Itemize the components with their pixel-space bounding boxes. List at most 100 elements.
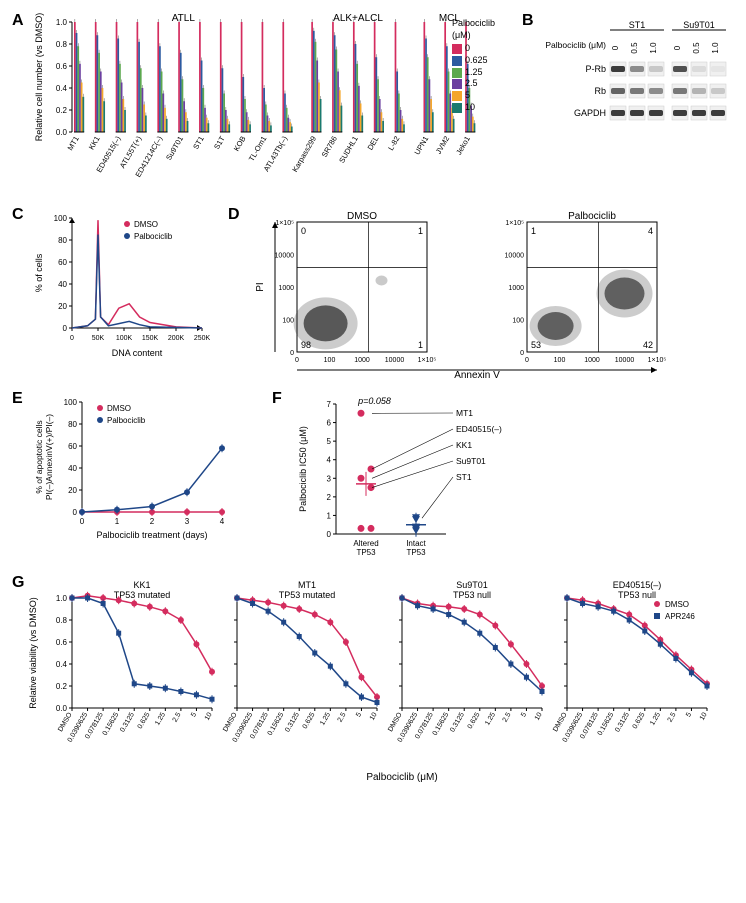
svg-text:2.5: 2.5 [667,711,678,723]
svg-text:MT1: MT1 [298,580,316,590]
svg-text:Palbociclib treatment (days): Palbociclib treatment (days) [96,530,207,540]
svg-text:S1T: S1T [212,134,227,151]
svg-text:1000: 1000 [354,357,370,364]
svg-text:KK1: KK1 [133,580,150,590]
svg-text:Relative viability (vs DMSO): Relative viability (vs DMSO) [28,597,38,709]
svg-text:% of cells: % of cells [34,253,44,292]
svg-text:80: 80 [58,236,67,245]
svg-text:98: 98 [301,340,311,350]
panel-g-chart: Relative viability (vs DMSO)Palbociclib … [24,576,734,801]
svg-text:2.5: 2.5 [172,711,183,723]
svg-text:0.4: 0.4 [56,84,68,93]
svg-text:Altered: Altered [353,539,378,548]
svg-text:4: 4 [220,517,225,526]
svg-text:PI: PI [255,282,266,291]
svg-text:Rb: Rb [594,86,606,96]
svg-text:Palbociclib IC50 (μM): Palbociclib IC50 (μM) [298,426,308,512]
svg-text:0.0: 0.0 [56,704,68,713]
svg-text:2.5: 2.5 [337,711,348,723]
svg-text:SR786: SR786 [320,135,339,159]
svg-text:KOB: KOB [232,135,248,153]
svg-text:Su9T01: Su9T01 [456,456,486,466]
panel-e-label: E [12,390,23,408]
svg-text:53: 53 [531,340,541,350]
svg-text:0: 0 [673,45,682,50]
svg-text:40: 40 [68,464,77,473]
svg-text:0.625: 0.625 [137,711,152,730]
svg-text:40: 40 [58,280,67,289]
svg-text:0.8: 0.8 [56,40,68,49]
svg-text:200K: 200K [168,335,185,342]
panel-b-blot: ST1Su9T01Palbociclib (μM)00.51.000.51.0P… [542,18,732,138]
svg-text:DMSO: DMSO [665,600,689,609]
svg-text:1000: 1000 [584,357,600,364]
svg-text:TP53: TP53 [406,548,426,557]
svg-text:ST1: ST1 [456,472,472,482]
svg-text:0.6: 0.6 [56,638,68,647]
panel-a-legend: Palbociclib (μM) 00.6251.252.5510 [452,18,495,114]
svg-text:0.625: 0.625 [302,711,317,730]
svg-text:1: 1 [531,226,536,236]
svg-text:0.5: 0.5 [692,42,701,54]
svg-text:PI(–)AnnexinV(+)/PI(–): PI(–)AnnexinV(+)/PI(–) [44,414,54,500]
svg-text:GAPDH: GAPDH [574,108,606,118]
panel-a-chart: 0.00.20.40.60.81.0Relative cell number (… [30,12,510,202]
svg-text:100: 100 [324,357,336,364]
svg-text:42: 42 [643,340,653,350]
svg-text:100K: 100K [116,335,133,342]
svg-text:60: 60 [58,258,67,267]
svg-text:0: 0 [73,508,78,517]
svg-text:ED40515(–): ED40515(–) [456,424,502,434]
panel-f-chart: 01234567Palbociclib IC50 (μM)p=0.058Alte… [292,394,552,564]
svg-text:1.0: 1.0 [56,594,68,603]
svg-text:DMSO: DMSO [387,711,404,733]
svg-text:10: 10 [699,711,709,721]
svg-text:% of apoptotic cells: % of apoptotic cells [34,420,44,493]
svg-text:1.25: 1.25 [319,711,332,726]
svg-text:1×10⁵: 1×10⁵ [275,220,294,227]
svg-text:TP53 mutated: TP53 mutated [114,590,171,600]
svg-text:0.5: 0.5 [630,42,639,54]
svg-text:0: 0 [290,350,294,357]
panel-c-chart: 020406080100050K100K150K200K250K% of cel… [30,210,210,380]
panel-d-chart: DMSO001001001000100010000100001×10⁵1×10⁵… [247,208,727,383]
svg-text:TP53 mutated: TP53 mutated [279,590,336,600]
svg-text:5: 5 [327,437,332,446]
svg-text:0.8: 0.8 [56,616,68,625]
svg-text:20: 20 [68,486,77,495]
svg-text:4: 4 [648,226,653,236]
svg-text:MT1: MT1 [66,135,81,152]
svg-text:DMSO: DMSO [347,211,377,222]
svg-text:Su9T01: Su9T01 [683,20,715,30]
svg-text:ALK+ALCL: ALK+ALCL [333,13,383,24]
svg-text:KK1: KK1 [87,135,102,152]
svg-text:0.0: 0.0 [56,128,68,137]
svg-text:APR246: APR246 [665,612,695,621]
svg-text:2: 2 [327,493,332,502]
svg-text:50K: 50K [92,335,105,342]
svg-text:1: 1 [327,511,332,520]
panel-d-label: D [228,206,240,224]
svg-text:1: 1 [418,226,423,236]
svg-text:ST1: ST1 [629,20,646,30]
svg-text:5: 5 [355,711,363,718]
svg-text:0.625: 0.625 [632,711,647,730]
panel-g-label: G [12,574,24,592]
svg-text:0: 0 [520,350,524,357]
svg-text:ED40515(–): ED40515(–) [613,580,662,590]
svg-text:1.25: 1.25 [649,711,662,726]
svg-text:TP53: TP53 [356,548,376,557]
svg-text:p=0.058: p=0.058 [357,396,391,406]
svg-text:20: 20 [58,302,67,311]
svg-text:DMSO: DMSO [107,404,131,413]
svg-text:0: 0 [611,45,620,50]
svg-text:1×10⁵: 1×10⁵ [418,357,437,364]
svg-text:1.25: 1.25 [154,711,167,726]
svg-text:DEL: DEL [366,135,381,152]
svg-text:100: 100 [554,357,566,364]
svg-text:0.2: 0.2 [56,106,68,115]
svg-text:1.25: 1.25 [484,711,497,726]
svg-text:0: 0 [80,517,85,526]
svg-text:Palbociclib (μM): Palbociclib (μM) [545,40,606,50]
svg-text:1: 1 [418,340,423,350]
